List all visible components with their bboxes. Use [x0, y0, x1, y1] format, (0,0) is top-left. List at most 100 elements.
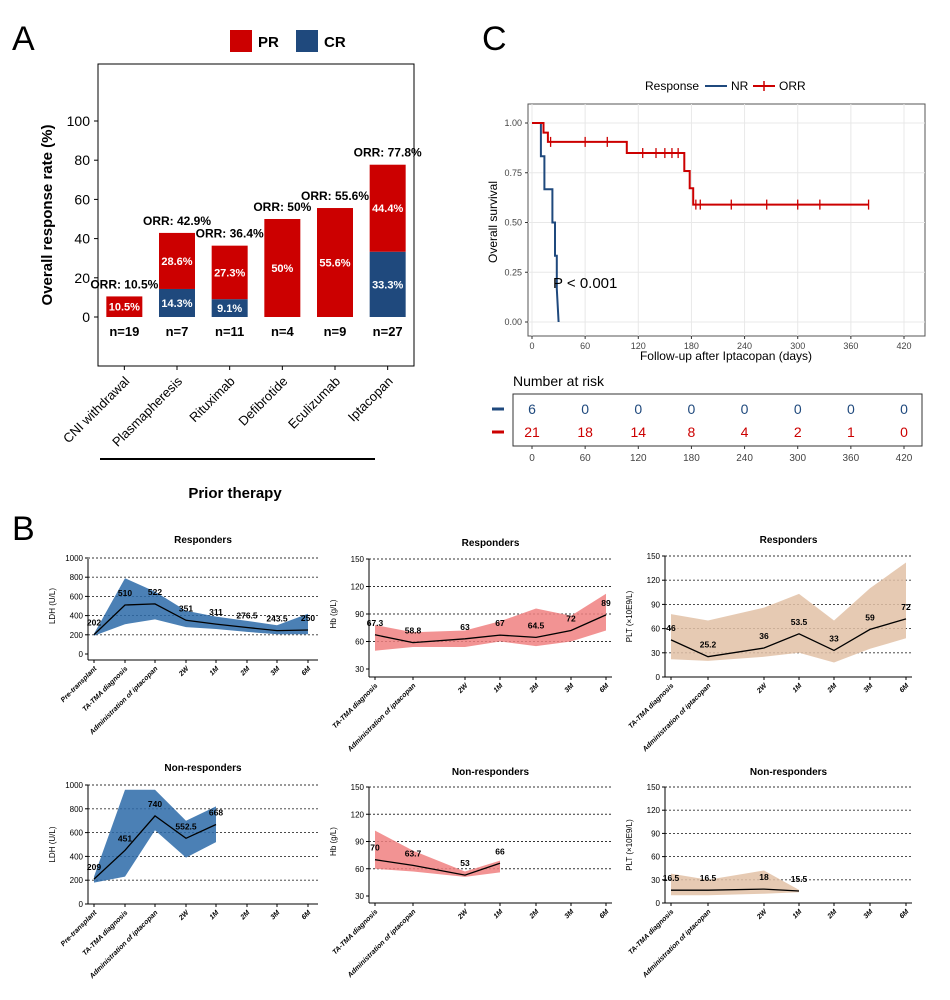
ci-band: [375, 593, 606, 651]
mean-line: [93, 603, 309, 636]
x-tick-label: 3M: [564, 908, 576, 920]
point-label: 58.8: [405, 626, 422, 636]
point-label: 67: [495, 618, 505, 628]
y-axis-label: Overall survival: [486, 181, 500, 263]
y-tick-label: 40: [74, 231, 90, 247]
point-label: 740: [148, 799, 162, 809]
x-tick-label: 2M: [826, 908, 839, 921]
point-label: 64.5: [528, 620, 545, 630]
x-tick-label: 2W: [456, 681, 470, 695]
point-label: 209: [87, 862, 101, 872]
mean-line: [374, 859, 501, 876]
y-tick-label: 0.50: [504, 218, 522, 228]
point-label: 25.2: [700, 640, 717, 650]
bar-cr: [211, 299, 248, 317]
legend-label-cr: CR: [324, 34, 346, 51]
y-tick-label: 600: [70, 829, 84, 838]
x-tick-label: 3M: [863, 682, 875, 694]
risk-x-tick-label: 0: [529, 453, 535, 464]
risk-x-tick-label: 360: [843, 453, 860, 464]
risk-count-nr: 0: [634, 401, 642, 417]
bar-label-pr: 27.3%: [214, 267, 245, 279]
bar-label-pr: 28.6%: [161, 256, 192, 268]
legend-label-orr: ORR: [779, 79, 806, 93]
point-label: 36: [759, 631, 769, 641]
x-tick-label: 2W: [456, 907, 470, 921]
n-label: n=19: [109, 324, 139, 339]
x-tick-label: 6M: [899, 908, 911, 920]
y-tick-label: 200: [70, 631, 84, 640]
bar-pr: [159, 232, 195, 289]
y-tick-label: 0.75: [504, 168, 522, 178]
y-tick-label: 120: [351, 583, 365, 592]
x-tick-label: 120: [631, 341, 646, 351]
point-label: 70: [370, 843, 380, 853]
ci-band: [375, 830, 500, 877]
n-label: n=7: [166, 324, 189, 339]
n-label: n=11: [215, 324, 244, 339]
risk-table-frame: [512, 393, 923, 447]
x-tick-label: 2W: [755, 681, 769, 695]
x-tick-label: 6M: [301, 909, 313, 921]
point-label: 510: [118, 588, 132, 598]
x-tick-label: Iptacopan: [345, 374, 396, 425]
x-tick-label: 1M: [209, 665, 221, 677]
risk-count-orr: 14: [630, 424, 646, 440]
panel-label-a: A: [12, 20, 35, 58]
x-tick-label: Administration of iptacopan: [88, 909, 159, 980]
orr-label: ORR: 42.9%: [143, 214, 211, 228]
y-axis-label: PLT (×10E9/L): [625, 819, 634, 871]
panel-label-b: B: [12, 510, 35, 548]
x-tick-label: 3M: [270, 665, 282, 677]
point-label: 63.7: [405, 848, 422, 858]
legend-title: Response: [645, 79, 699, 93]
risk-x-tick-label: 240: [736, 453, 753, 464]
y-tick-label: 0: [82, 309, 90, 325]
risk-count-orr: 8: [688, 424, 696, 440]
chart-a-response-rate: 0 20 40 60 80 100 Overall response rate (%) PR C…: [39, 30, 422, 502]
point-label: 276.5: [236, 610, 258, 620]
y-tick-label: 30: [355, 892, 364, 901]
panel-title: Non-responders: [750, 767, 828, 778]
x-tick-label: 2M: [528, 908, 541, 921]
y-tick-label: 1000: [65, 781, 83, 790]
point-label: 552.5: [175, 821, 197, 831]
y-tick-label: 60: [651, 625, 660, 634]
chart-b-responders-hb: Responders 30 60 90 120 150 Hb (g/L) 67.3 58.8 63…: [329, 538, 612, 754]
y-tick-label: 90: [651, 829, 660, 838]
ci-band: [94, 789, 216, 883]
x-tick-label: 1M: [493, 682, 505, 694]
x-tick-label: 3M: [564, 682, 576, 694]
x-tick-label: 2M: [239, 665, 252, 678]
bar-cr: [159, 288, 195, 317]
point-label: 46: [666, 623, 676, 633]
y-tick-label: 120: [351, 810, 365, 819]
panel-label-c: C: [482, 20, 507, 58]
y-tick-label: 90: [651, 600, 660, 609]
bar-pr: [369, 164, 406, 252]
point-label: 67.3: [367, 618, 384, 628]
y-tick-label: 90: [355, 838, 364, 847]
y-tick-label: 0: [656, 673, 661, 682]
y-tick-label: 60: [355, 638, 364, 647]
ci-band: [671, 562, 906, 663]
orr-label: ORR: 50%: [253, 200, 311, 214]
risk-count-orr: 1: [847, 424, 855, 440]
panel-title: Responders: [760, 535, 818, 546]
risk-count-nr: 0: [847, 401, 855, 417]
x-tick-label: Administration of iptacopan: [346, 908, 417, 979]
y-tick-label: 600: [70, 592, 84, 601]
x-axis-label: Prior therapy: [188, 485, 282, 502]
n-label: n=27: [373, 324, 403, 339]
mean-line: [93, 815, 217, 880]
x-tick-label: 2M: [239, 909, 252, 922]
mean-line: [374, 614, 607, 644]
point-label: 668: [209, 808, 223, 818]
point-label: 72: [901, 602, 911, 612]
point-label: 522: [148, 587, 162, 597]
y-tick-label: 800: [70, 573, 84, 582]
ci-band: [94, 578, 308, 636]
point-label: 451: [118, 833, 132, 843]
point-label: 63: [460, 622, 470, 632]
